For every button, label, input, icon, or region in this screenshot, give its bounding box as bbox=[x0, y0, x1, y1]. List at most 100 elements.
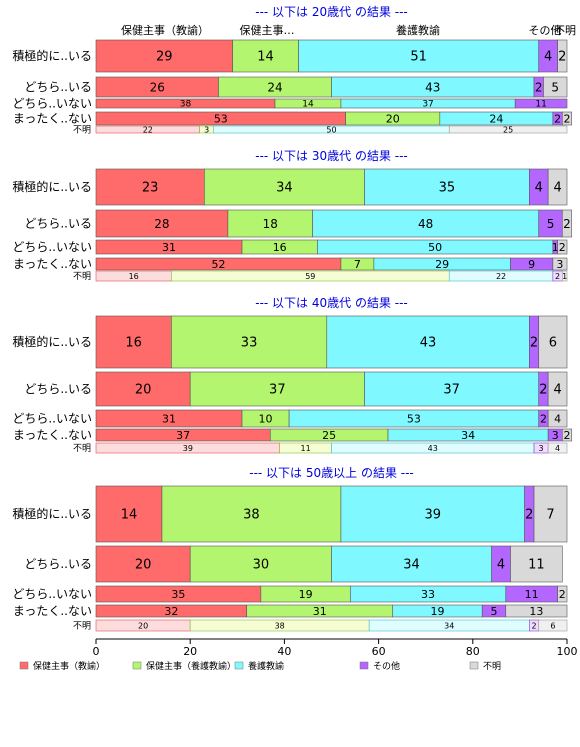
row-label: 不明 bbox=[73, 271, 91, 282]
bar-segment bbox=[95, 485, 163, 543]
bar-segment bbox=[514, 98, 568, 109]
bar-value-label: 53 bbox=[214, 112, 228, 125]
bar-value-label: 14 bbox=[257, 50, 274, 65]
column-header-4: 不明 bbox=[554, 24, 576, 37]
row-label: どちら..いない bbox=[12, 587, 92, 601]
bar-segment bbox=[312, 209, 540, 238]
column-header-1: 保健主事… bbox=[240, 23, 295, 37]
x-tick-label: 40 bbox=[277, 645, 291, 658]
bar-segment bbox=[171, 315, 328, 369]
bar-value-label: 48 bbox=[418, 217, 433, 231]
column-header-0: 保健主事（教諭） bbox=[121, 23, 209, 37]
panel-title-2: --- 以下は 40歳代 の結果 --- bbox=[255, 296, 408, 310]
bar-segment bbox=[538, 619, 568, 632]
bar-value-label: 24 bbox=[489, 112, 503, 125]
bar-segment bbox=[189, 545, 332, 583]
bar-value-label: 32 bbox=[164, 605, 178, 618]
row-label: どちら..いる bbox=[24, 217, 92, 231]
legend-swatch bbox=[132, 661, 142, 670]
legend-label: 保健主事（教諭） bbox=[33, 660, 105, 672]
row-label: どちら..いない bbox=[12, 97, 92, 111]
bar-value-label: 4 bbox=[555, 444, 560, 453]
bar-value-label: 29 bbox=[435, 258, 449, 271]
bar-value-label: 3 bbox=[204, 126, 209, 135]
bar-segment bbox=[557, 39, 568, 73]
bar-value-label: 2 bbox=[531, 622, 536, 631]
bar-value-label: 2 bbox=[564, 429, 571, 442]
panel-title-3: --- 以下は 50歳以上 の結果 --- bbox=[249, 466, 414, 480]
bar-value-label: 11 bbox=[301, 444, 311, 453]
bar-segment bbox=[505, 604, 568, 618]
bar-value-label: 37 bbox=[269, 383, 286, 398]
bar-value-label: 10 bbox=[259, 412, 273, 425]
panel-title-1: --- 以下は 30歳代 の結果 --- bbox=[255, 149, 408, 163]
bar-value-label: 2 bbox=[563, 217, 571, 231]
bar-value-label: 2 bbox=[559, 241, 566, 254]
bar-segment bbox=[95, 371, 191, 407]
bar-value-label: 59 bbox=[305, 272, 315, 281]
bar-segment bbox=[533, 485, 568, 543]
bar-value-label: 20 bbox=[138, 622, 148, 631]
x-tick-label: 20 bbox=[183, 645, 197, 658]
bar-value-label: 7 bbox=[354, 258, 361, 271]
bar-value-label: 35 bbox=[439, 181, 456, 196]
bar-value-label: 53 bbox=[407, 412, 421, 425]
bar-value-label: 43 bbox=[420, 336, 437, 351]
legend-swatch bbox=[19, 661, 29, 670]
legend-label: 保健主事（養護教諭） bbox=[146, 660, 236, 672]
bar-value-label: 13 bbox=[529, 605, 543, 618]
bar-value-label: 16 bbox=[125, 336, 142, 351]
bar-value-label: 2 bbox=[540, 412, 547, 425]
bar-value-label: 20 bbox=[386, 112, 400, 125]
row-label: 積極的に..いる bbox=[12, 506, 92, 521]
bar-value-label: 38 bbox=[243, 508, 260, 523]
bar-value-label: 2 bbox=[564, 112, 571, 125]
bar-value-label: 4 bbox=[535, 181, 543, 196]
bar-value-label: 34 bbox=[444, 622, 454, 631]
bar-value-label: 4 bbox=[544, 50, 552, 65]
bar-value-label: 31 bbox=[162, 241, 176, 254]
row-label: どちら..いる bbox=[24, 80, 92, 94]
row-label: 不明 bbox=[73, 621, 91, 632]
bar-value-label: 11 bbox=[535, 100, 546, 110]
bar-segment bbox=[547, 442, 568, 454]
bar-value-label: 6 bbox=[549, 336, 557, 351]
bar-value-label: 28 bbox=[154, 217, 169, 231]
bar-segment bbox=[232, 39, 299, 73]
bar-value-label: 31 bbox=[162, 412, 176, 425]
bar-value-label: 2 bbox=[530, 336, 538, 351]
bar-value-label: 2 bbox=[539, 383, 547, 398]
row-label: どちら..いる bbox=[24, 382, 92, 396]
bar-value-label: 5 bbox=[551, 80, 559, 94]
bar-value-label: 16 bbox=[129, 272, 139, 281]
legend-label: 不明 bbox=[483, 661, 501, 672]
bar-value-label: 34 bbox=[403, 558, 420, 573]
bar-segment bbox=[161, 485, 342, 543]
bar-value-label: 51 bbox=[410, 50, 427, 65]
bar-value-label: 19 bbox=[430, 605, 444, 618]
bar-segment bbox=[510, 545, 563, 583]
bar-value-label: 2 bbox=[558, 50, 566, 65]
bar-value-label: 5 bbox=[547, 217, 555, 231]
bar-segment bbox=[547, 168, 568, 206]
bar-value-label: 31 bbox=[313, 605, 327, 618]
bar-value-label: 1 bbox=[562, 272, 567, 281]
bar-value-label: 1 bbox=[552, 241, 559, 254]
bar-value-label: 14 bbox=[121, 508, 138, 523]
bar-segment bbox=[189, 371, 365, 407]
bar-value-label: 39 bbox=[424, 508, 441, 523]
bar-value-label: 39 bbox=[183, 444, 193, 453]
bar-segment bbox=[561, 270, 568, 282]
row-label: まったく..ない bbox=[13, 112, 92, 126]
bar-value-label: 3 bbox=[539, 444, 544, 453]
bar-value-label: 7 bbox=[546, 508, 554, 523]
bar-value-label: 37 bbox=[176, 429, 190, 442]
row-label: まったく..ない bbox=[13, 604, 92, 618]
row-label: どちら..いない bbox=[12, 412, 92, 426]
bar-value-label: 25 bbox=[503, 126, 513, 135]
row-label: どちら..いない bbox=[12, 240, 92, 254]
legend-swatch bbox=[359, 661, 369, 670]
bar-value-label: 34 bbox=[276, 181, 293, 196]
bar-segment bbox=[561, 428, 573, 442]
